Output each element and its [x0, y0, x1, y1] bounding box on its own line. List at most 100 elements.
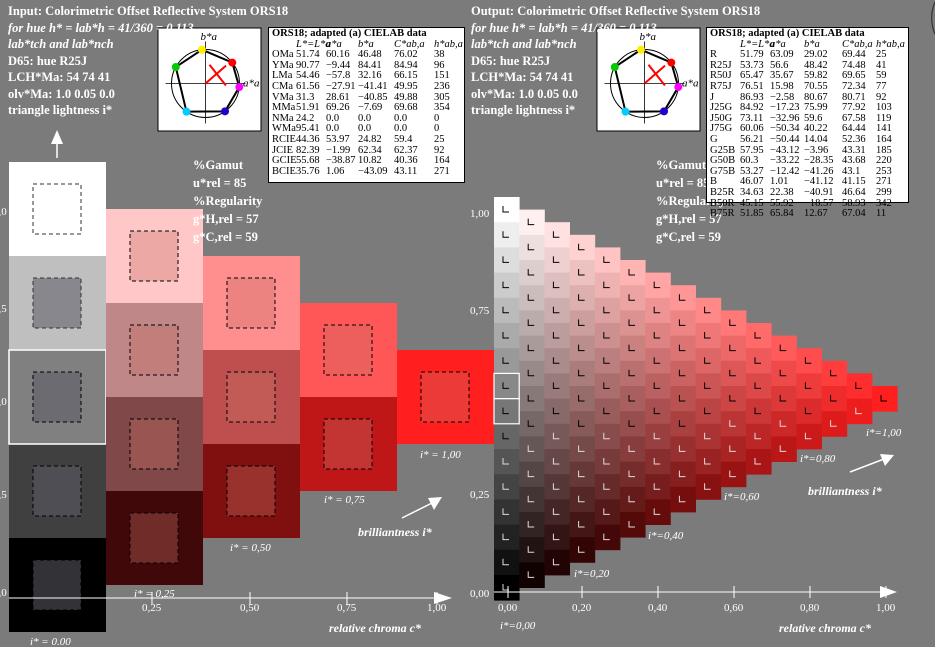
left-i-label: i* = 1,00 — [420, 449, 461, 461]
gray-inner-patch — [32, 183, 82, 235]
output-patch — [544, 247, 570, 273]
output-corner-mark — [527, 495, 535, 503]
table-cell: 31.3 — [296, 91, 315, 103]
right-g-h: g*H,rel = 57 — [656, 212, 722, 226]
left-y-tick-label: 0,5 — [0, 303, 7, 315]
table-cell: 58.93 — [842, 197, 866, 209]
table-row: R 51.79 63.09 29.02 69.44 25 — [710, 50, 905, 61]
output-corner-mark — [502, 256, 509, 263]
output-patch — [670, 310, 696, 336]
output-patch — [519, 260, 545, 286]
output-patch — [771, 411, 797, 437]
output-patch — [569, 285, 596, 311]
table-cell: 0.0 — [394, 112, 408, 124]
b-axis-label: b*a — [201, 31, 218, 43]
output-patch — [544, 524, 570, 551]
table-cell: 51.85 — [740, 208, 764, 220]
left-x-tick-label: 0,75 — [337, 602, 357, 614]
output-corner-mark — [678, 395, 686, 402]
table-row: MMa 51.91 69.26 −7.69 69.68 354 — [272, 103, 461, 114]
output-corner-mark — [628, 369, 635, 377]
table-header-cell: L*=L*a — [740, 38, 775, 50]
output-corner-mark — [628, 269, 635, 276]
table-cell: 10.82 — [358, 155, 382, 167]
output-corner-mark — [527, 344, 535, 352]
output-corner-mark — [578, 269, 585, 276]
chroma-inner-patch — [323, 418, 373, 470]
output-patch — [494, 348, 520, 374]
output-patch — [620, 411, 646, 437]
table-cell: 164 — [876, 133, 892, 145]
left-stats: %Gamut u*rel = 85 %Regularity g*H,rel = … — [193, 156, 262, 246]
output-corner-mark — [578, 395, 585, 402]
output-corner-mark — [754, 407, 761, 415]
table-cell: WMa — [272, 123, 296, 135]
output-corner-mark — [754, 332, 761, 339]
right-lch-line: LCH*Ma: 54 74 41 — [471, 70, 574, 84]
right-y-tick-label: 1,00 — [470, 208, 490, 220]
output-corner-mark — [653, 382, 661, 389]
hue-dot — [610, 63, 619, 72]
table-cell: −2.58 — [770, 91, 795, 103]
left-y-tick-label: 0,5 — [0, 489, 7, 501]
right-olv-line: olv*Ma: 1.0 0.05 0.0 — [471, 86, 578, 101]
output-patch — [594, 524, 621, 551]
table-cell: 52.36 — [842, 133, 866, 145]
table-cell: 185 — [876, 144, 892, 156]
output-corner-mark — [578, 445, 585, 452]
output-patch — [846, 373, 873, 399]
output-corner-mark — [603, 306, 610, 314]
gray-inner-patch — [32, 465, 82, 517]
output-patch — [720, 386, 747, 412]
table-cell: 92 — [876, 91, 887, 103]
output-corner-mark — [804, 382, 812, 389]
table-cell: 43.31 — [842, 144, 866, 156]
table-cell: R75J — [710, 80, 732, 92]
table-cell: 66.15 — [394, 70, 418, 82]
table-header-cell: L*=L*a — [296, 38, 331, 50]
output-patch — [519, 411, 545, 437]
output-patch — [645, 348, 671, 374]
left-y-tick-label: 0,0 — [0, 587, 7, 599]
hue-dot — [674, 83, 683, 92]
output-patch — [569, 386, 596, 412]
output-corner-mark — [754, 382, 761, 389]
output-patch — [620, 260, 646, 286]
table-cell: 96 — [434, 59, 445, 71]
right-x-tick-label: 1,00 — [876, 602, 896, 614]
output-corner-mark — [502, 508, 509, 515]
output-corner-mark — [603, 458, 610, 465]
up-arrow-head — [51, 130, 63, 144]
table-cell: 63.09 — [770, 49, 794, 61]
output-corner-mark — [653, 332, 661, 339]
table-cell: 35.67 — [770, 70, 794, 82]
output-patch — [695, 297, 722, 324]
table-cell: 77 — [876, 80, 887, 92]
output-patch — [670, 386, 696, 412]
table-cell: J25G — [710, 102, 733, 114]
table-cell: −32.96 — [770, 112, 800, 124]
output-corner-mark — [502, 332, 509, 339]
left-x-tick-label: 0,50 — [240, 602, 260, 614]
table-cell: 90.77 — [296, 59, 320, 71]
output-corner-mark — [830, 395, 837, 402]
table-cell: 103 — [876, 102, 892, 114]
output-patch — [494, 575, 520, 601]
table-cell: 56.6 — [770, 59, 789, 71]
output-patch — [544, 222, 570, 248]
output-corner-mark — [804, 357, 812, 364]
output-corner-mark — [704, 382, 711, 389]
output-patch — [720, 411, 747, 437]
left-x-arrow — [434, 592, 452, 604]
output-patch — [494, 449, 520, 475]
table-cell: 72.34 — [842, 80, 866, 92]
output-corner-mark — [552, 256, 560, 263]
table-cell: OMa — [272, 49, 294, 61]
output-corner-mark — [678, 495, 686, 503]
output-corner-mark — [502, 432, 509, 440]
table-cell: 1.01 — [770, 176, 789, 188]
output-patch — [494, 423, 520, 450]
table-cell: G50B — [710, 155, 736, 167]
output-patch — [620, 436, 646, 462]
table-cell: 32.16 — [358, 70, 382, 82]
